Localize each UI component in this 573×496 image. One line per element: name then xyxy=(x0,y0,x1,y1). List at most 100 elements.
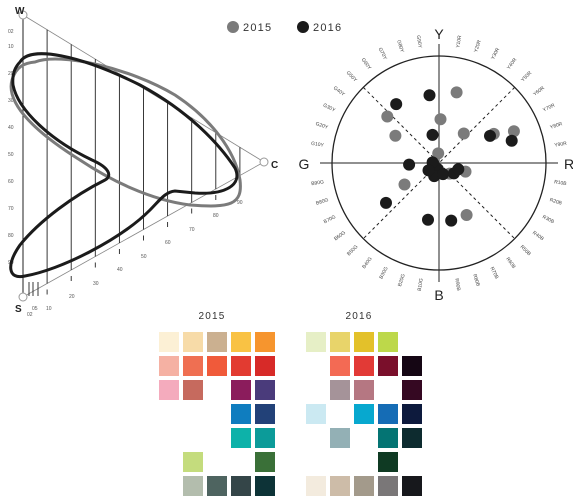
hue-tick-label: B70G xyxy=(323,214,337,225)
swatch-2016 xyxy=(378,476,398,496)
swatch-2015 xyxy=(231,428,251,448)
swatch-2015 xyxy=(183,476,203,496)
w-scale-tick-label: 70 xyxy=(8,206,14,212)
scatter-point-2016 xyxy=(403,158,416,171)
scatter-point-2016 xyxy=(422,164,435,177)
hue-tick-label: R90B xyxy=(453,278,461,292)
hue-tick-label: R60B xyxy=(504,256,517,270)
swatch-2016 xyxy=(306,404,326,424)
swatch-2016 xyxy=(402,380,422,400)
swatch-2016 xyxy=(354,380,374,400)
triangle-loop-2016 xyxy=(9,52,239,279)
swatch-2015 xyxy=(183,332,203,352)
swatch-2015 xyxy=(159,356,179,376)
swatch-2015 xyxy=(231,476,251,496)
corner-label-w: W xyxy=(15,6,25,17)
scatter-point-2015 xyxy=(434,113,447,126)
hue-tick-label: B40G xyxy=(361,256,373,270)
s-scale-tick-label: 05 xyxy=(32,306,38,312)
swatch-2016 xyxy=(330,332,350,352)
w-scale-tick-label: 02 xyxy=(8,29,14,35)
swatch-2015 xyxy=(255,356,275,376)
scatter-point-2015 xyxy=(450,86,463,99)
swatch-2015 xyxy=(255,380,275,400)
swatch-2016 xyxy=(330,476,350,496)
hue-tick-label: G70Y xyxy=(377,47,388,62)
hue-tick-label: Y30R xyxy=(490,47,501,61)
swatch-2016 xyxy=(330,356,350,376)
hue-tick-label: Y90R xyxy=(554,141,568,149)
swatch-2015 xyxy=(255,404,275,424)
swatch-2015 xyxy=(255,452,275,472)
c-scale-tick-label: 20 xyxy=(69,294,75,300)
hue-tick-label: R20B xyxy=(549,197,563,207)
c-scale-tick-label: 30 xyxy=(93,281,99,287)
hue-tick-label: Y10R xyxy=(455,35,463,49)
swatch-2015 xyxy=(183,356,203,376)
swatch-2016 xyxy=(330,380,350,400)
swatch-2015 xyxy=(231,404,251,424)
swatch-2016 xyxy=(378,452,398,472)
hue-tick-label: G80Y xyxy=(395,39,405,54)
swatch-2016 xyxy=(354,356,374,376)
swatch-2016 xyxy=(378,428,398,448)
s-scale-tick-label: 10 xyxy=(46,306,52,312)
scatter-point-2015 xyxy=(432,147,445,160)
swatch-grid-title-2016: 2016 xyxy=(345,311,372,322)
w-scale-tick-label: 80 xyxy=(8,233,14,239)
swatch-2015 xyxy=(183,452,203,472)
swatch-2016 xyxy=(330,428,350,448)
swatch-2015 xyxy=(255,476,275,496)
legend-marker-2016 xyxy=(297,21,309,33)
swatch-2015 xyxy=(207,332,227,352)
corner-marker-c xyxy=(259,157,269,167)
swatch-2016 xyxy=(378,332,398,352)
hue-tick-label: G50Y xyxy=(345,70,359,84)
scatter-point-2016 xyxy=(423,89,436,102)
scatter-point-2016 xyxy=(505,134,518,147)
corner-label-c: C xyxy=(271,160,278,171)
swatch-grid-2015: 2015 xyxy=(159,311,275,496)
scatter-point-2016 xyxy=(437,168,449,181)
corner-marker-s xyxy=(18,292,28,302)
hue-tick-label: Y40R xyxy=(506,57,518,71)
swatch-2015 xyxy=(255,428,275,448)
swatch-2015 xyxy=(159,380,179,400)
swatch-2016 xyxy=(306,332,326,352)
hue-tick-label: G90Y xyxy=(415,35,423,49)
swatch-grid-title-2015: 2015 xyxy=(198,311,225,322)
legend-label-2015: 2015 xyxy=(243,22,272,34)
scatter-point-2015 xyxy=(460,209,473,221)
swatch-2015 xyxy=(255,332,275,352)
swatch-2016 xyxy=(354,476,374,496)
chart-legend: 2015 2016 xyxy=(227,21,341,34)
hue-tick-label: G60Y xyxy=(360,57,373,71)
axis-label-right: R xyxy=(564,156,573,172)
scatter-point-2015 xyxy=(398,178,411,191)
c-scale-tick-label: 50 xyxy=(141,254,147,260)
scatter-point-2016 xyxy=(484,129,496,142)
w-scale-tick-label: 10 xyxy=(8,44,14,50)
hue-tick-label: B60G xyxy=(333,230,347,242)
swatch-2015 xyxy=(231,356,251,376)
hue-tick-label: B90G xyxy=(311,179,325,187)
hue-tick-label: G20Y xyxy=(315,121,330,131)
corner-label-s: S xyxy=(15,304,22,315)
scatter-point-2016 xyxy=(445,214,458,227)
scatter-point-2015 xyxy=(457,127,470,140)
swatch-2015 xyxy=(183,380,203,400)
c-scale-tick-label: 40 xyxy=(117,267,123,273)
axis-label-bottom: B xyxy=(434,287,443,303)
scatter-point-2015 xyxy=(381,110,394,123)
legend-marker-2015 xyxy=(227,21,239,33)
swatch-2016 xyxy=(402,428,422,448)
triangle-loop-2015 xyxy=(9,57,242,208)
scatter-point-2016 xyxy=(452,163,465,176)
w-scale-tick-label: 30 xyxy=(8,98,14,104)
swatch-2015 xyxy=(207,356,227,376)
scatter-point-2016 xyxy=(390,98,403,111)
swatch-2016 xyxy=(354,332,374,352)
hue-tick-label: R50B xyxy=(519,244,533,258)
